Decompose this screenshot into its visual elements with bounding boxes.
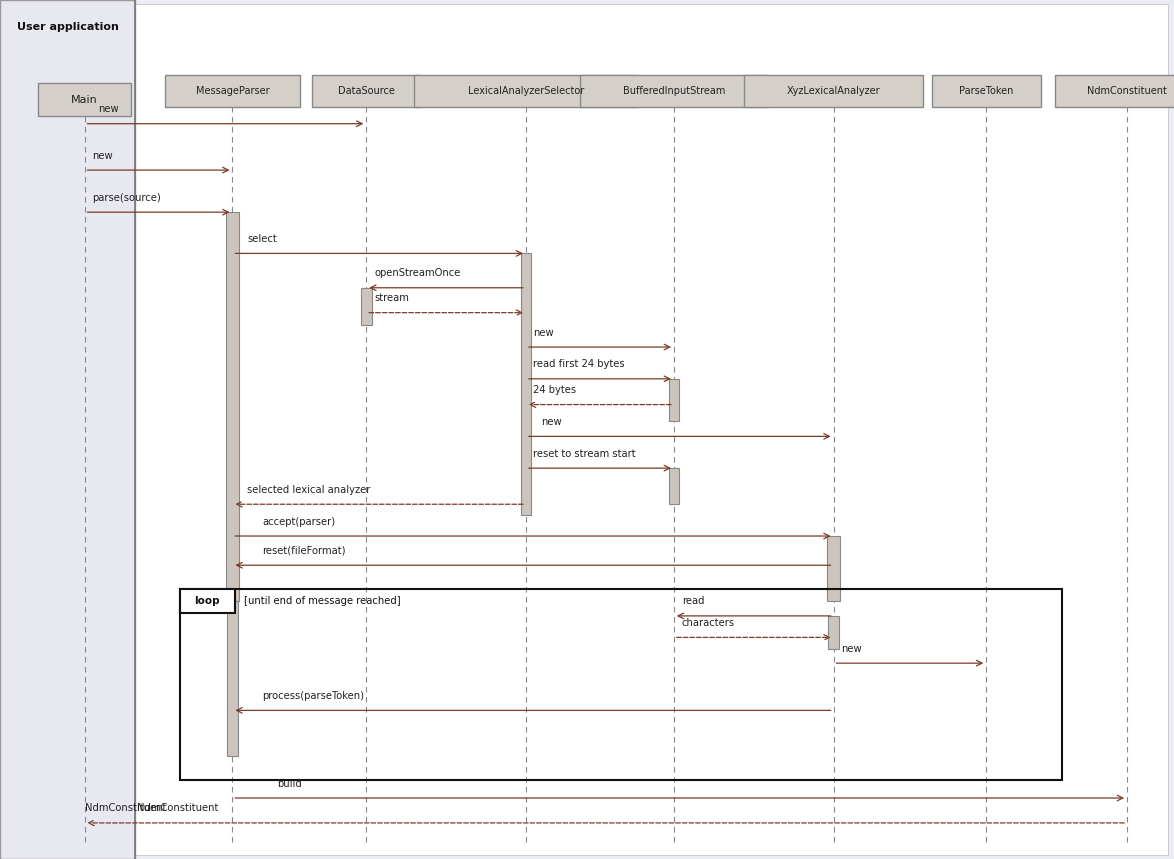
Text: User application: User application xyxy=(16,22,119,33)
Text: stream: stream xyxy=(375,293,410,303)
Text: accept(parser): accept(parser) xyxy=(263,516,336,527)
Bar xyxy=(580,75,768,107)
Text: new: new xyxy=(841,643,862,654)
Text: Main: Main xyxy=(72,94,97,105)
Text: NdmConstituent: NdmConstituent xyxy=(85,803,166,813)
Bar xyxy=(0,0,135,859)
Text: loop: loop xyxy=(195,596,220,606)
Text: build: build xyxy=(277,778,302,789)
Text: DataSource: DataSource xyxy=(338,86,394,96)
Bar xyxy=(414,75,637,107)
Bar xyxy=(362,288,371,325)
Text: characters: characters xyxy=(682,618,735,628)
Bar xyxy=(744,75,923,107)
Text: openStreamOnce: openStreamOnce xyxy=(375,268,460,278)
Text: read: read xyxy=(682,596,704,606)
Text: XyzLexicalAnalyzer: XyzLexicalAnalyzer xyxy=(787,86,880,96)
Text: reset to stream start: reset to stream start xyxy=(533,448,636,459)
Text: ParseToken: ParseToken xyxy=(959,86,1013,96)
Bar xyxy=(180,589,235,613)
Bar xyxy=(826,536,841,601)
Text: new: new xyxy=(541,417,562,427)
Bar xyxy=(225,212,239,601)
Bar xyxy=(932,75,1040,107)
Text: MessageParser: MessageParser xyxy=(196,86,269,96)
Text: process(parseToken): process(parseToken) xyxy=(263,691,364,701)
Text: selected lexical analyzer: selected lexical analyzer xyxy=(248,484,371,495)
Text: BufferedInputStream: BufferedInputStream xyxy=(622,86,726,96)
Text: [until end of message reached]: [until end of message reached] xyxy=(244,596,400,606)
Bar xyxy=(312,75,421,107)
Bar xyxy=(38,83,131,116)
Text: new: new xyxy=(533,327,554,338)
Text: NdmConstituent: NdmConstituent xyxy=(1087,86,1167,96)
Text: read first 24 bytes: read first 24 bytes xyxy=(533,359,625,369)
Bar xyxy=(669,379,679,421)
Text: LexicalAnalyzerSelector: LexicalAnalyzerSelector xyxy=(467,86,585,96)
Text: parse(source): parse(source) xyxy=(92,192,161,203)
Bar xyxy=(164,75,301,107)
Text: NdmConstituent: NdmConstituent xyxy=(136,803,218,813)
Bar xyxy=(521,253,531,515)
Bar xyxy=(669,468,679,504)
Text: new: new xyxy=(92,150,113,161)
Bar xyxy=(829,616,839,649)
Bar xyxy=(228,601,237,756)
Bar xyxy=(180,589,1062,780)
Text: reset(fileFormat): reset(fileFormat) xyxy=(263,545,346,556)
Bar xyxy=(1054,75,1174,107)
Text: new: new xyxy=(99,104,120,114)
Text: 24 bytes: 24 bytes xyxy=(533,385,576,395)
Text: select: select xyxy=(248,234,277,244)
